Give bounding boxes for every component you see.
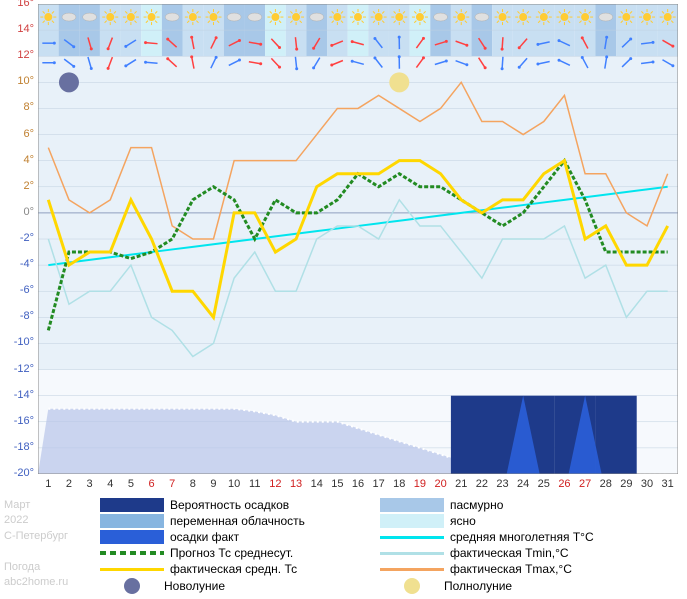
x-tick-label: 25 bbox=[538, 478, 550, 490]
city-label: С-Петербург bbox=[4, 530, 68, 542]
x-tick-label: 12 bbox=[269, 478, 281, 490]
y-tick-label: -2° bbox=[4, 232, 34, 244]
legend-item: Прогноз Тс среднесут. bbox=[100, 546, 380, 560]
x-tick-label: 14 bbox=[311, 478, 323, 490]
legend-item: осадки факт bbox=[100, 530, 380, 544]
x-tick-label: 8 bbox=[190, 478, 196, 490]
y-tick-label: 6° bbox=[4, 128, 34, 140]
x-tick-label: 28 bbox=[600, 478, 612, 490]
legend-swatch bbox=[100, 514, 164, 528]
site-label-2: abc2home.ru bbox=[4, 576, 68, 588]
legend-swatch bbox=[380, 536, 444, 539]
legend: Вероятность осадков пасмурно переменная об… bbox=[100, 498, 680, 596]
y-tick-label: 12° bbox=[4, 49, 34, 61]
y-tick-label: -14° bbox=[4, 389, 34, 401]
x-axis: 1234567891011121314151617181920212223242… bbox=[38, 478, 678, 494]
plot-svg bbox=[38, 4, 678, 474]
x-tick-label: 1 bbox=[45, 478, 51, 490]
y-tick-label: 2° bbox=[4, 180, 34, 192]
legend-label: Новолуние bbox=[164, 579, 225, 593]
y-tick-label: -4° bbox=[4, 258, 34, 270]
year-label: 2022 bbox=[4, 514, 28, 526]
legend-label: переменная облачность bbox=[170, 514, 305, 528]
month-label: Март bbox=[4, 499, 30, 511]
legend-item: фактическая Tmax,°С bbox=[380, 562, 660, 576]
x-tick-label: 24 bbox=[517, 478, 529, 490]
x-tick-label: 2 bbox=[66, 478, 72, 490]
legend-item: ясно bbox=[380, 514, 660, 528]
x-tick-label: 23 bbox=[496, 478, 508, 490]
legend-swatch bbox=[100, 498, 164, 512]
legend-swatch bbox=[380, 568, 444, 571]
chart-area bbox=[38, 4, 678, 474]
y-tick-label: -16° bbox=[4, 415, 34, 427]
y-tick-label: 10° bbox=[4, 75, 34, 87]
x-tick-label: 30 bbox=[641, 478, 653, 490]
y-tick-label: -10° bbox=[4, 336, 34, 348]
legend-swatch bbox=[100, 568, 164, 571]
y-tick-label: -20° bbox=[4, 467, 34, 479]
x-tick-label: 15 bbox=[331, 478, 343, 490]
y-tick-label: 14° bbox=[4, 23, 34, 35]
x-tick-label: 31 bbox=[662, 478, 674, 490]
x-tick-label: 10 bbox=[228, 478, 240, 490]
legend-item: средняя многолетняя Т°С bbox=[380, 530, 660, 544]
x-tick-label: 26 bbox=[558, 478, 570, 490]
x-tick-label: 19 bbox=[414, 478, 426, 490]
legend-label: фактическая средн. Тс bbox=[170, 562, 297, 576]
x-tick-label: 13 bbox=[290, 478, 302, 490]
legend-swatch bbox=[100, 551, 164, 555]
y-tick-label: -12° bbox=[4, 363, 34, 375]
legend-label: фактическая Tmax,°С bbox=[450, 562, 572, 576]
legend-label: Полнолуние bbox=[444, 579, 512, 593]
legend-item: переменная облачность bbox=[100, 514, 380, 528]
x-tick-label: 20 bbox=[434, 478, 446, 490]
x-tick-label: 29 bbox=[620, 478, 632, 490]
y-tick-label: 4° bbox=[4, 154, 34, 166]
x-tick-label: 7 bbox=[169, 478, 175, 490]
x-tick-label: 21 bbox=[455, 478, 467, 490]
x-tick-label: 5 bbox=[128, 478, 134, 490]
legend-label: фактическая Tmin,°С bbox=[450, 546, 569, 560]
legend-item: Новолуние bbox=[100, 578, 380, 594]
x-tick-label: 9 bbox=[210, 478, 216, 490]
legend-swatch bbox=[124, 578, 140, 594]
x-tick-label: 18 bbox=[393, 478, 405, 490]
legend-label: ясно bbox=[450, 514, 476, 528]
legend-item: фактическая средн. Тс bbox=[100, 562, 380, 576]
x-tick-label: 6 bbox=[148, 478, 154, 490]
legend-swatch bbox=[380, 552, 444, 555]
legend-label: осадки факт bbox=[170, 530, 239, 544]
y-tick-label: -8° bbox=[4, 310, 34, 322]
site-label-1: Погода bbox=[4, 561, 40, 573]
x-tick-label: 4 bbox=[107, 478, 113, 490]
y-tick-label: 0° bbox=[4, 206, 34, 218]
legend-label: Вероятность осадков bbox=[170, 498, 289, 512]
legend-swatch bbox=[380, 498, 444, 512]
x-tick-label: 11 bbox=[249, 478, 260, 490]
x-tick-label: 27 bbox=[579, 478, 591, 490]
y-tick-label: -18° bbox=[4, 441, 34, 453]
legend-item: Вероятность осадков bbox=[100, 498, 380, 512]
legend-label: Прогноз Тс среднесут. bbox=[170, 546, 293, 560]
legend-label: средняя многолетняя Т°С bbox=[450, 530, 594, 544]
legend-item: фактическая Tmin,°С bbox=[380, 546, 660, 560]
x-tick-label: 3 bbox=[87, 478, 93, 490]
legend-item: Полнолуние bbox=[380, 578, 660, 594]
legend-item: пасмурно bbox=[380, 498, 660, 512]
x-tick-label: 16 bbox=[352, 478, 364, 490]
weather-chart-container: -20° -18° -16° -14° -12° -10° -8° -6° -4° -2° 0° 2°… bbox=[0, 0, 687, 599]
legend-swatch bbox=[100, 530, 164, 544]
x-tick-label: 17 bbox=[373, 478, 385, 490]
y-axis: -20°-18°-16°-14°-12°-10°-8°-6°-4°-2°0°2°… bbox=[0, 4, 38, 474]
legend-swatch bbox=[380, 514, 444, 528]
y-tick-label: 8° bbox=[4, 101, 34, 113]
legend-label: пасмурно bbox=[450, 498, 503, 512]
y-tick-label: 16° bbox=[4, 0, 34, 9]
legend-swatch bbox=[404, 578, 420, 594]
x-tick-label: 22 bbox=[476, 478, 488, 490]
y-tick-label: -6° bbox=[4, 284, 34, 296]
footer-meta: Март 2022 С-Петербург Погода abc2home.ru bbox=[4, 498, 68, 590]
